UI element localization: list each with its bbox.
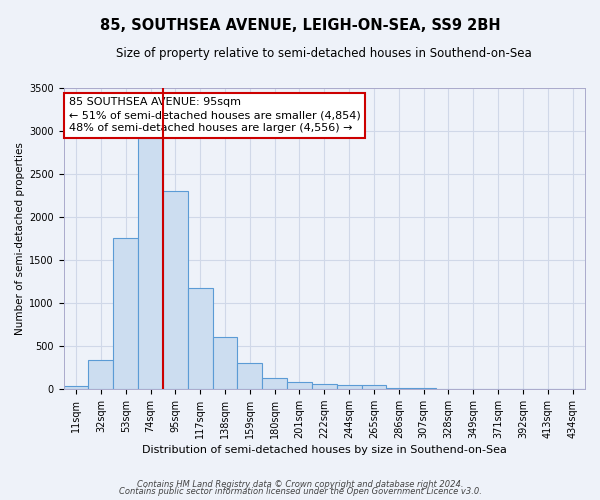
Bar <box>312 384 337 389</box>
Y-axis label: Number of semi-detached properties: Number of semi-detached properties <box>15 142 25 335</box>
Text: 85 SOUTHSEA AVENUE: 95sqm
← 51% of semi-detached houses are smaller (4,854)
48% : 85 SOUTHSEA AVENUE: 95sqm ← 51% of semi-… <box>69 97 361 134</box>
X-axis label: Distribution of semi-detached houses by size in Southend-on-Sea: Distribution of semi-detached houses by … <box>142 445 507 455</box>
Text: Contains public sector information licensed under the Open Government Licence v3: Contains public sector information licen… <box>119 487 481 496</box>
Bar <box>262 378 287 389</box>
Bar <box>212 338 238 389</box>
Bar <box>113 238 138 389</box>
Bar <box>188 288 212 389</box>
Text: Contains HM Land Registry data © Crown copyright and database right 2024.: Contains HM Land Registry data © Crown c… <box>137 480 463 489</box>
Bar <box>163 191 188 389</box>
Bar <box>64 386 88 389</box>
Bar <box>362 386 386 389</box>
Bar <box>287 382 312 389</box>
Bar <box>138 138 163 389</box>
Title: Size of property relative to semi-detached houses in Southend-on-Sea: Size of property relative to semi-detach… <box>116 48 532 60</box>
Bar <box>238 363 262 389</box>
Text: 85, SOUTHSEA AVENUE, LEIGH-ON-SEA, SS9 2BH: 85, SOUTHSEA AVENUE, LEIGH-ON-SEA, SS9 2… <box>100 18 500 32</box>
Bar <box>88 360 113 389</box>
Bar <box>337 385 362 389</box>
